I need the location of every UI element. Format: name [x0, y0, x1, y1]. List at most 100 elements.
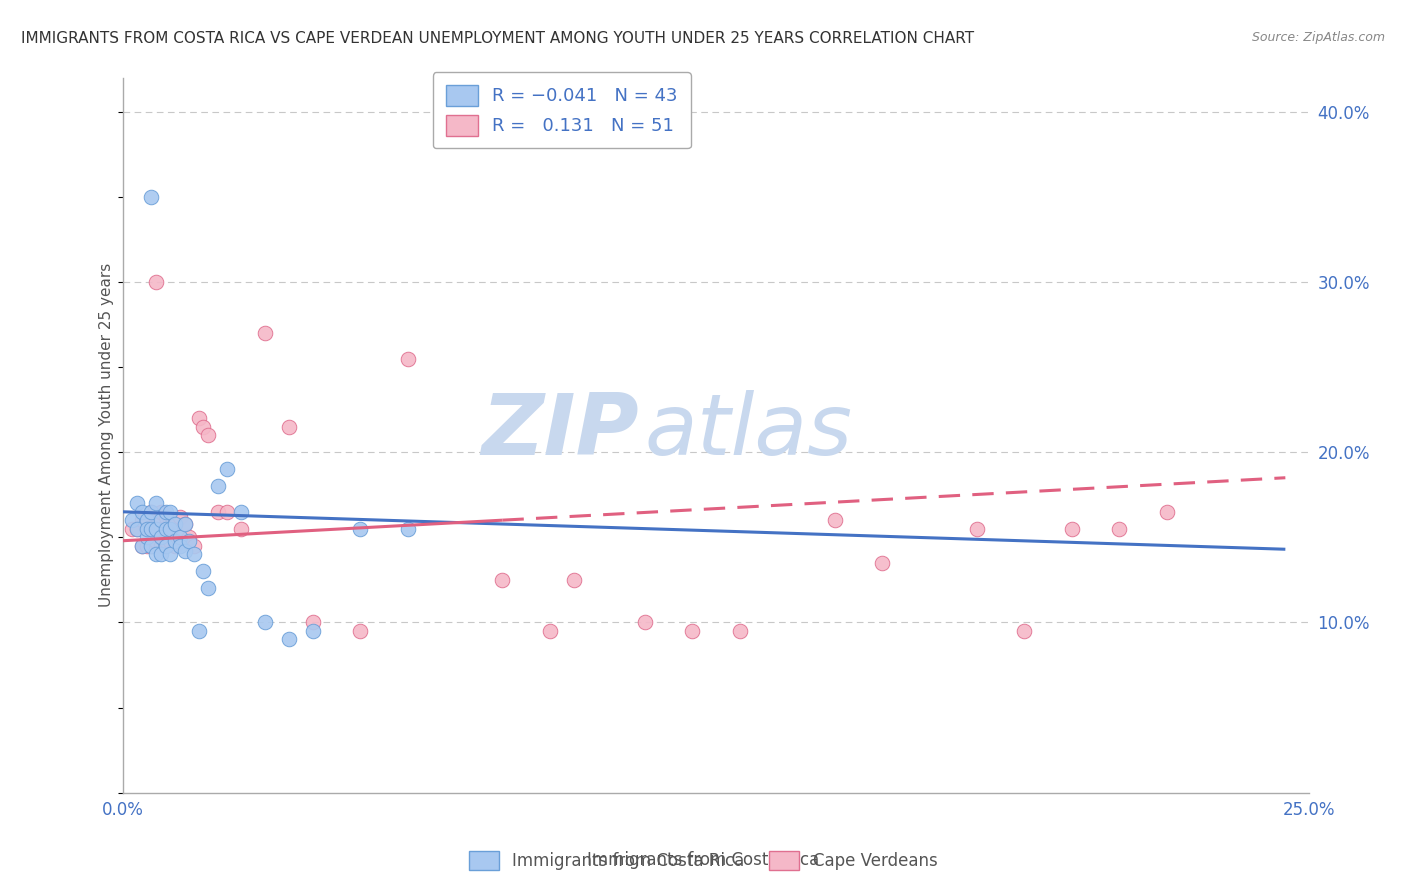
Point [141, 522, 163, 536]
Point [254, 326, 277, 340]
Point [145, 513, 167, 527]
Point [254, 615, 277, 630]
Point [231, 522, 253, 536]
Point [159, 522, 181, 536]
Point [155, 505, 177, 519]
Point [173, 516, 195, 531]
Point [121, 522, 143, 536]
Point [135, 513, 157, 527]
Point [145, 275, 167, 289]
Point [159, 533, 181, 548]
Point [966, 522, 988, 536]
Point [173, 533, 195, 548]
Point [155, 509, 177, 524]
Point [301, 624, 323, 638]
Point [1156, 505, 1178, 519]
Point [163, 533, 186, 548]
Point [728, 624, 751, 638]
Point [135, 522, 157, 536]
Text: ZIP: ZIP [481, 390, 638, 473]
Point [193, 419, 215, 434]
Point [125, 496, 148, 510]
Point [1108, 522, 1130, 536]
Point [141, 539, 163, 553]
Point [179, 530, 201, 544]
Point [681, 624, 703, 638]
Point [155, 533, 177, 548]
Point [159, 505, 181, 519]
Point [141, 505, 163, 519]
Point [163, 516, 186, 531]
Point [187, 411, 209, 425]
Point [173, 516, 195, 531]
Legend: Immigrants from Costa Rica, Cape Verdeans: Immigrants from Costa Rica, Cape Verdean… [463, 844, 943, 877]
Point [1060, 522, 1083, 536]
Point [155, 539, 177, 553]
Point [141, 522, 163, 536]
Point [217, 505, 239, 519]
Point [634, 615, 657, 630]
Point [141, 505, 163, 519]
Point [187, 624, 209, 638]
Point [145, 496, 167, 510]
Point [131, 513, 153, 527]
Point [131, 539, 153, 553]
Point [149, 539, 172, 553]
Point [349, 522, 371, 536]
Text: Source: ZipAtlas.com: Source: ZipAtlas.com [1251, 31, 1385, 45]
Point [149, 530, 172, 544]
Point [491, 573, 513, 587]
Point [1014, 624, 1036, 638]
Point [824, 513, 846, 527]
Point [135, 530, 157, 544]
Point [121, 513, 143, 527]
Point [193, 565, 215, 579]
Point [207, 505, 229, 519]
Point [183, 539, 205, 553]
Point [301, 615, 323, 630]
Point [197, 582, 219, 596]
Legend: R = −0.041   N = 43, R =   0.131   N = 51: R = −0.041 N = 43, R = 0.131 N = 51 [433, 72, 690, 148]
Point [396, 522, 419, 536]
Point [131, 539, 153, 553]
Point [141, 190, 163, 204]
Point [349, 624, 371, 638]
Point [159, 547, 181, 561]
Point [538, 624, 561, 638]
Point [149, 547, 172, 561]
Point [173, 544, 195, 558]
Y-axis label: Unemployment Among Youth under 25 years: Unemployment Among Youth under 25 years [100, 263, 114, 607]
Point [145, 533, 167, 548]
Point [149, 505, 172, 519]
Point [145, 547, 167, 561]
Point [163, 539, 186, 553]
Point [149, 522, 172, 536]
Point [149, 513, 172, 527]
Point [169, 530, 191, 544]
Point [183, 547, 205, 561]
Point [125, 522, 148, 536]
Point [159, 513, 181, 527]
Point [169, 509, 191, 524]
Point [207, 479, 229, 493]
Point [135, 539, 157, 553]
Point [155, 522, 177, 536]
Text: atlas: atlas [645, 390, 853, 473]
Point [197, 428, 219, 442]
Point [125, 522, 148, 536]
Point [870, 556, 893, 570]
Point [396, 351, 419, 366]
Point [562, 573, 585, 587]
Point [169, 530, 191, 544]
Point [141, 539, 163, 553]
Point [231, 505, 253, 519]
Point [179, 533, 201, 548]
Point [163, 516, 186, 531]
Point [135, 522, 157, 536]
Text: Immigrants from Costa Rica: Immigrants from Costa Rica [586, 851, 820, 869]
Point [169, 539, 191, 553]
Point [217, 462, 239, 476]
Point [131, 505, 153, 519]
Text: IMMIGRANTS FROM COSTA RICA VS CAPE VERDEAN UNEMPLOYMENT AMONG YOUTH UNDER 25 YEA: IMMIGRANTS FROM COSTA RICA VS CAPE VERDE… [21, 31, 974, 46]
Point [277, 419, 299, 434]
